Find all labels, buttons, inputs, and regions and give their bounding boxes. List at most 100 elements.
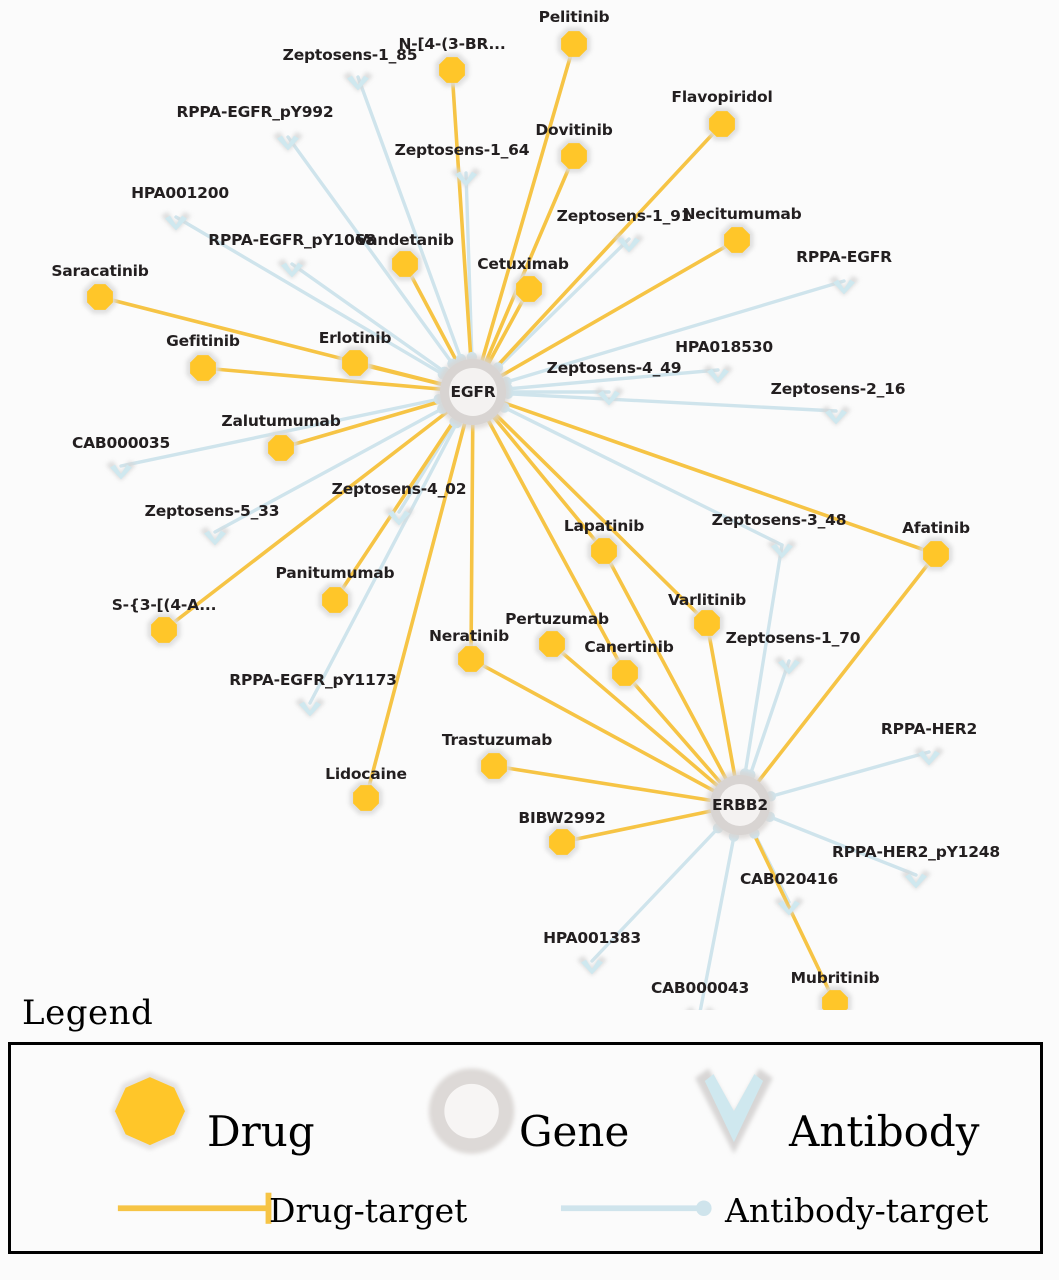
drug-octagon-icon	[923, 541, 949, 567]
antibody-node[interactable]	[767, 539, 797, 560]
nodes-layer[interactable]	[83, 27, 953, 1010]
drug-node[interactable]	[587, 534, 621, 568]
drug-target-edge[interactable]	[333, 390, 475, 602]
drug-node[interactable]	[186, 351, 220, 385]
drug-target-edge[interactable]	[550, 642, 742, 807]
antibody-target-edge[interactable]	[174, 215, 475, 394]
antibody-node[interactable]	[901, 869, 931, 890]
antibody-target-edge[interactable]	[213, 390, 475, 534]
drug-target-edge[interactable]	[471, 390, 627, 675]
drug-node-label: Pertuzumab	[505, 610, 609, 628]
antibody-node[interactable]	[161, 211, 191, 232]
antibody-node[interactable]	[273, 131, 303, 152]
antibody-target-edge[interactable]	[738, 543, 784, 807]
drug-octagon-icon	[268, 435, 294, 461]
drug-node[interactable]	[545, 825, 579, 859]
drug-target-edge[interactable]	[471, 238, 739, 394]
drug-target-edge[interactable]	[602, 549, 742, 807]
antibody-node[interactable]	[451, 167, 481, 188]
antibody-node-label: RPPA-HER2_pY1248	[832, 843, 1000, 861]
drug-node[interactable]	[720, 223, 754, 257]
antibody-node[interactable]	[829, 275, 859, 296]
antibody-target-edge[interactable]	[471, 390, 784, 547]
antibody-chevron-icon	[347, 75, 369, 91]
drug-octagon-icon	[458, 646, 484, 672]
drug-node[interactable]	[512, 272, 546, 306]
drug-target-edge[interactable]	[471, 42, 576, 394]
drug-target-edge[interactable]	[738, 552, 938, 807]
drug-target-edge[interactable]	[162, 390, 475, 632]
antibody-node[interactable]	[685, 1006, 715, 1010]
drug-target-edge[interactable]	[492, 764, 742, 807]
drug-target-edge[interactable]	[450, 68, 475, 394]
drug-target-edge[interactable]	[364, 390, 475, 800]
drug-node[interactable]	[557, 139, 591, 173]
antibody-node-label: Zeptosens-1_85	[282, 46, 418, 64]
antibody-target-edge[interactable]	[119, 390, 475, 468]
drug-node[interactable]	[349, 781, 383, 815]
antibody-node[interactable]	[277, 258, 307, 279]
antibody-chevron-icon	[833, 279, 855, 295]
drug-node[interactable]	[338, 346, 372, 380]
drug-node-label: Afatinib	[902, 519, 970, 537]
antibody-node[interactable]	[774, 896, 804, 917]
drug-target-edge[interactable]	[471, 390, 938, 556]
drug-node[interactable]	[705, 107, 739, 141]
antibody-chevron-icon	[299, 701, 321, 717]
drug-target-edge[interactable]	[469, 390, 475, 661]
drug-node[interactable]	[83, 280, 117, 314]
antibody-chevron-icon	[707, 368, 729, 384]
antibody-target-edge[interactable]	[356, 75, 475, 394]
drug-node[interactable]	[477, 749, 511, 783]
drug-node[interactable]	[690, 606, 724, 640]
drug-octagon-icon	[439, 57, 465, 83]
drug-node[interactable]	[318, 583, 352, 617]
antibody-node[interactable]	[106, 460, 136, 481]
antibody-node[interactable]	[703, 364, 733, 385]
drug-node[interactable]	[264, 431, 298, 465]
antibody-node[interactable]	[384, 506, 414, 527]
antibody-node[interactable]	[914, 746, 944, 767]
drug-node-label: Neratinib	[429, 627, 509, 645]
legend-title: Legend	[22, 993, 154, 1033]
gene-ring-inner	[449, 368, 497, 416]
antibody-chevron-icon	[598, 390, 620, 406]
drug-target-edge[interactable]	[471, 122, 724, 394]
antibody-node[interactable]	[200, 526, 230, 547]
antibody-node[interactable]	[774, 655, 804, 676]
drug-node[interactable]	[557, 27, 591, 61]
network-canvas[interactable]	[0, 0, 1059, 1010]
antibody-node-label: Zeptosens-1_64	[394, 141, 530, 159]
antibody-node[interactable]	[343, 71, 373, 92]
drug-node[interactable]	[608, 656, 642, 690]
antibody-node[interactable]	[295, 697, 325, 718]
drug-node[interactable]	[919, 537, 953, 571]
gene-node[interactable]	[436, 355, 510, 429]
antibody-target-edge[interactable]	[471, 279, 846, 394]
antibody-target-edge[interactable]	[471, 368, 720, 394]
drug-node[interactable]	[454, 642, 488, 676]
antibody-chevron-icon	[771, 543, 793, 559]
gene-node[interactable]	[706, 771, 774, 839]
drug-node[interactable]	[535, 627, 569, 661]
antibody-target-edge[interactable]	[308, 390, 475, 705]
drug-node[interactable]	[388, 247, 422, 281]
drug-target-edge[interactable]	[471, 390, 709, 625]
antibody-node[interactable]	[577, 955, 607, 976]
drug-node[interactable]	[818, 986, 852, 1010]
antibody-target-edge[interactable]	[286, 135, 475, 394]
drug-target-edge[interactable]	[201, 366, 475, 394]
drug-octagon-icon	[694, 610, 720, 636]
antibody-node-halo	[686, 1006, 714, 1010]
drug-node[interactable]	[147, 613, 181, 647]
antibody-node[interactable]	[614, 233, 644, 254]
antibody-node[interactable]	[821, 405, 851, 426]
drug-octagon-icon	[87, 284, 113, 310]
drug-node-label: S-{3-[(4-A...	[111, 596, 217, 614]
antibody-node[interactable]	[594, 386, 624, 407]
drug-target-edge[interactable]	[469, 657, 742, 807]
drug-node[interactable]	[435, 53, 469, 87]
antibody-target-edge[interactable]	[471, 390, 838, 413]
antibody-chevron-icon	[825, 409, 847, 425]
antibody-chevron-icon	[204, 530, 226, 546]
